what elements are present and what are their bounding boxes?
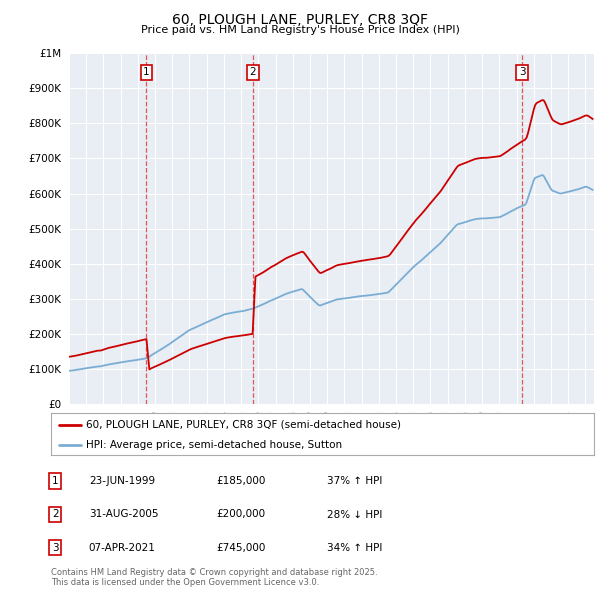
Text: 60, PLOUGH LANE, PURLEY, CR8 3QF: 60, PLOUGH LANE, PURLEY, CR8 3QF: [172, 13, 428, 27]
Text: 07-APR-2021: 07-APR-2021: [89, 543, 155, 552]
Text: HPI: Average price, semi-detached house, Sutton: HPI: Average price, semi-detached house,…: [86, 440, 343, 450]
Text: 3: 3: [52, 543, 59, 552]
Text: 3: 3: [519, 67, 526, 77]
Text: Price paid vs. HM Land Registry's House Price Index (HPI): Price paid vs. HM Land Registry's House …: [140, 25, 460, 35]
Text: 1: 1: [52, 476, 59, 486]
Text: £185,000: £185,000: [216, 476, 265, 486]
Text: 34% ↑ HPI: 34% ↑ HPI: [327, 543, 382, 552]
Text: 2: 2: [52, 510, 59, 519]
Text: 60, PLOUGH LANE, PURLEY, CR8 3QF (semi-detached house): 60, PLOUGH LANE, PURLEY, CR8 3QF (semi-d…: [86, 420, 401, 430]
Text: 31-AUG-2005: 31-AUG-2005: [89, 510, 158, 519]
Text: £745,000: £745,000: [216, 543, 265, 552]
Text: 23-JUN-1999: 23-JUN-1999: [89, 476, 155, 486]
Text: Contains HM Land Registry data © Crown copyright and database right 2025.
This d: Contains HM Land Registry data © Crown c…: [51, 568, 377, 587]
Text: 2: 2: [249, 67, 256, 77]
Text: 37% ↑ HPI: 37% ↑ HPI: [327, 476, 382, 486]
Text: 1: 1: [143, 67, 150, 77]
Text: 28% ↓ HPI: 28% ↓ HPI: [327, 510, 382, 519]
Text: £200,000: £200,000: [216, 510, 265, 519]
